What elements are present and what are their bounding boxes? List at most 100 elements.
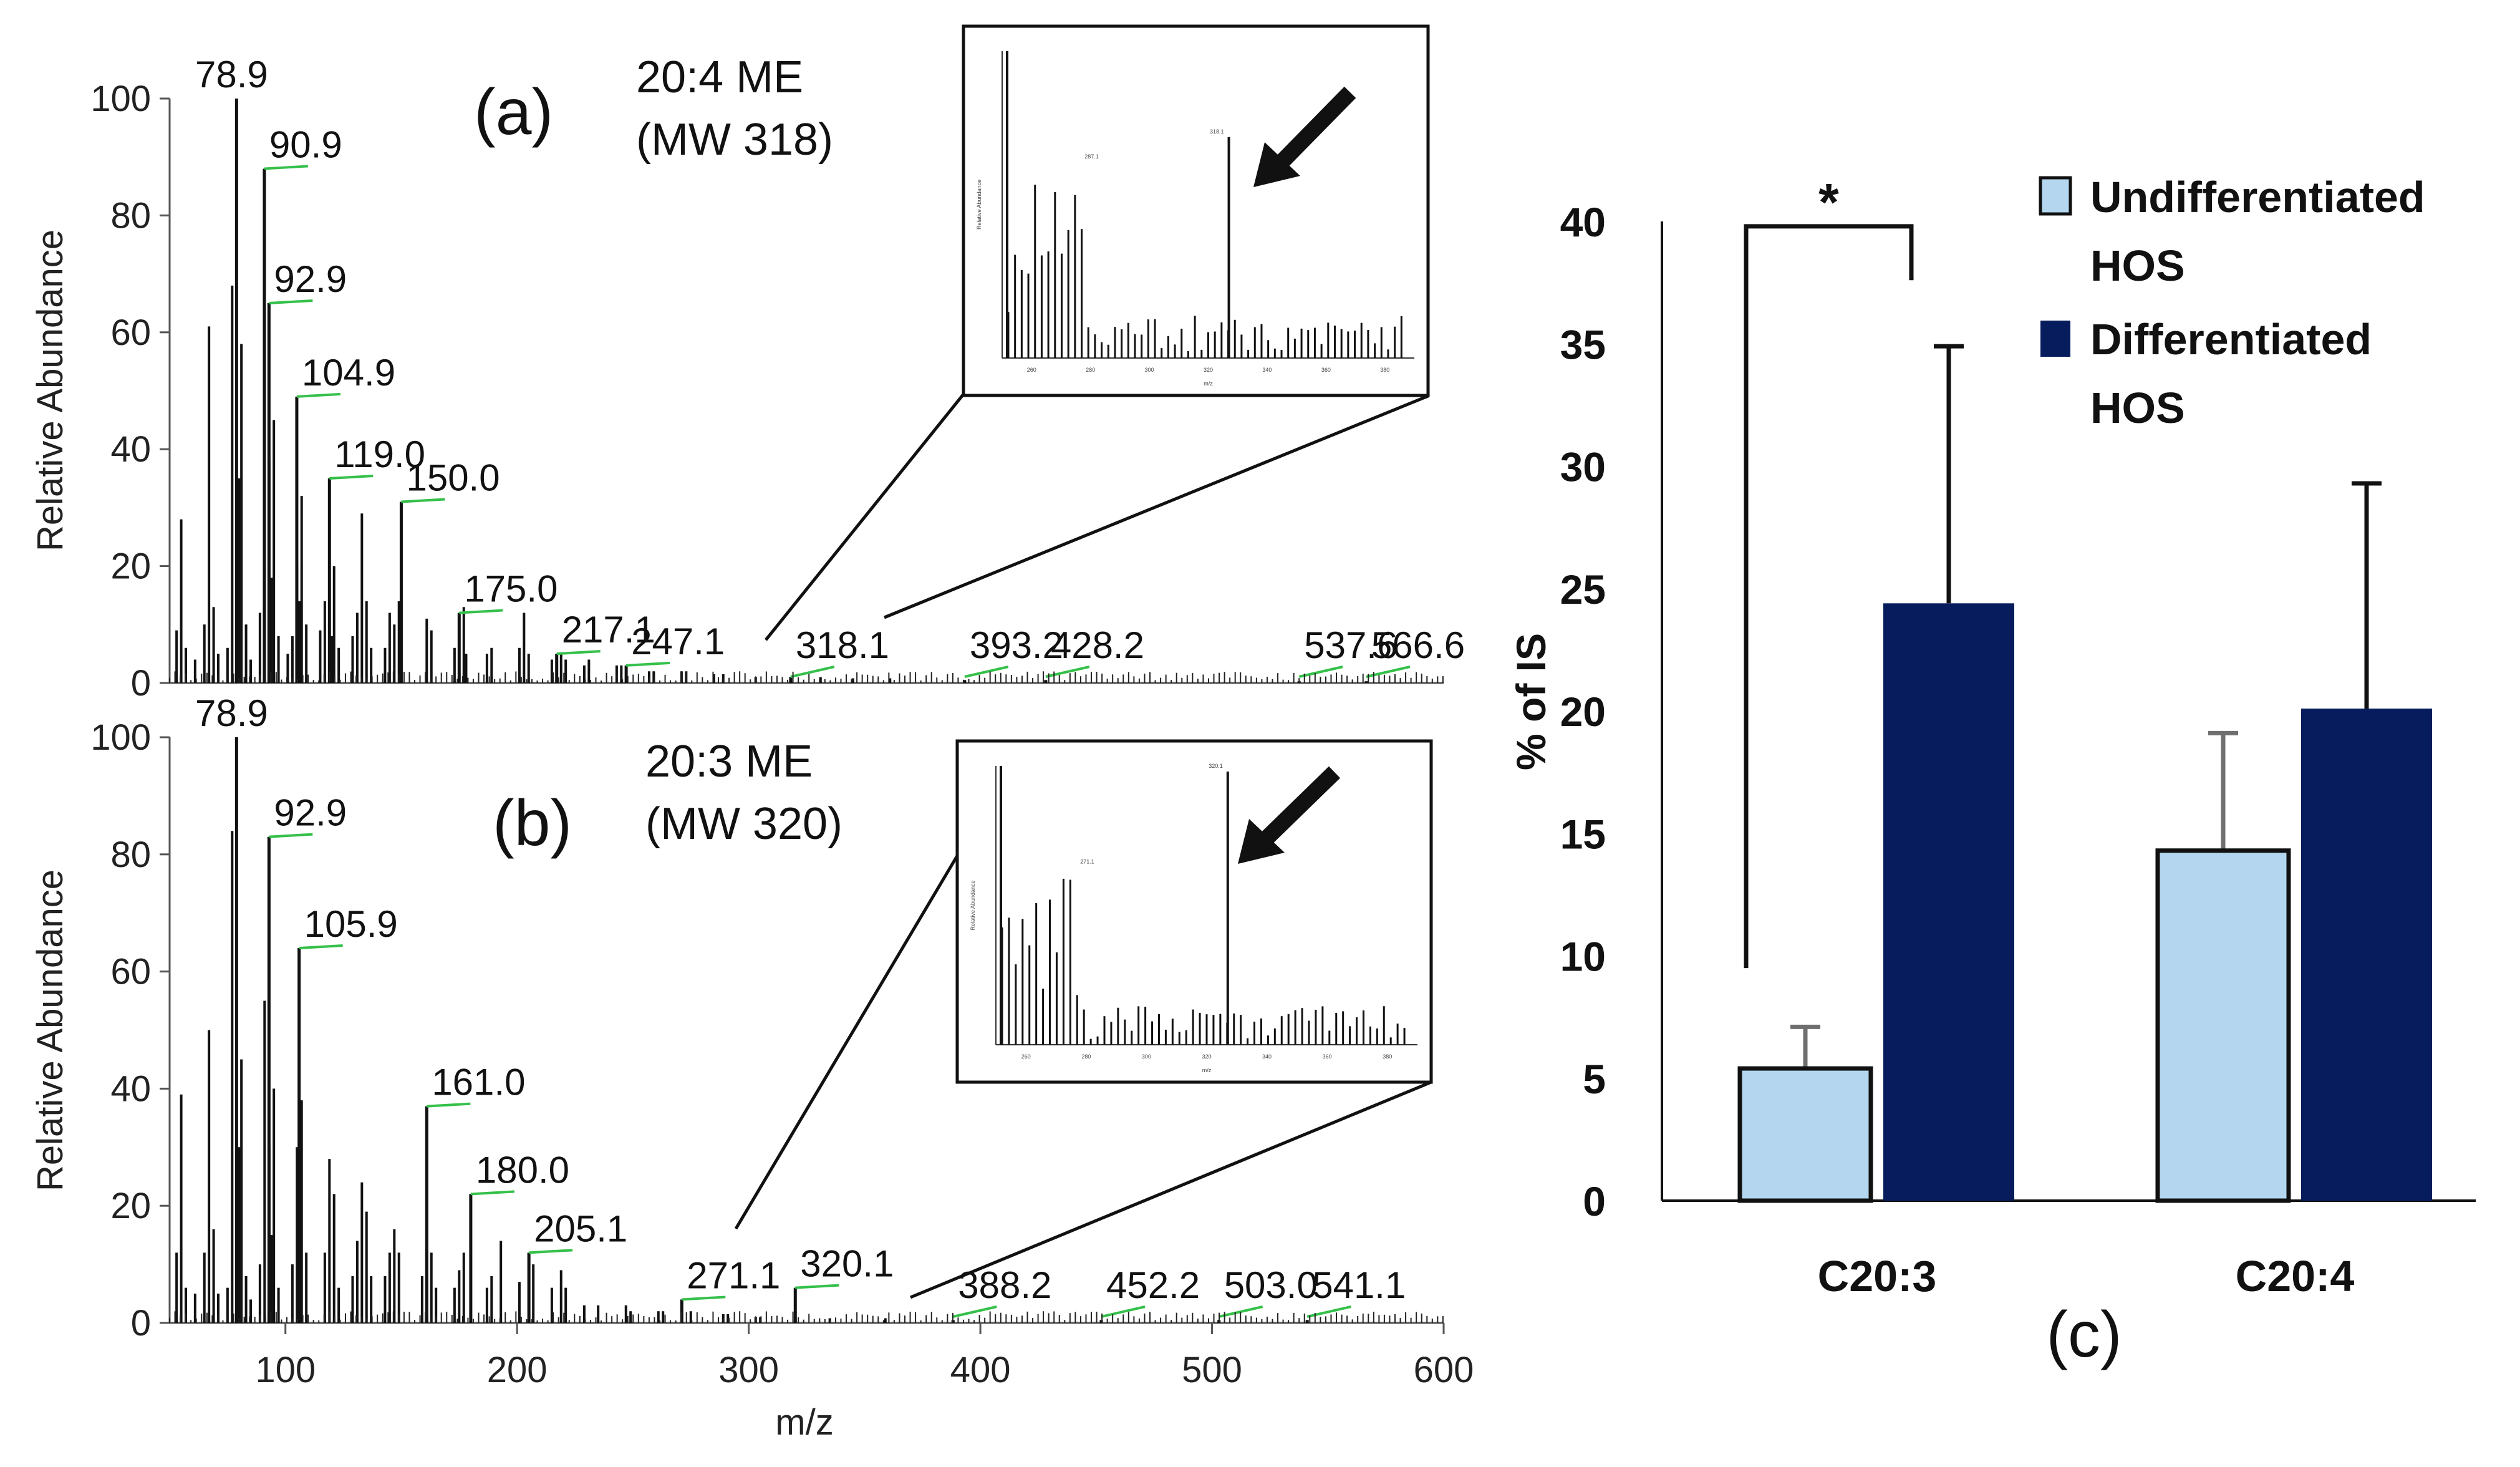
peak-label: 393.2 (970, 624, 1063, 666)
bar-C20:3-differentiated (1883, 603, 2014, 1201)
peak-label-leader (682, 1295, 726, 1301)
peak-label: 320.1 (800, 1243, 894, 1285)
panel-a-inset-arrow-icon (1253, 86, 1356, 187)
panel-b-xlabel: m/z (775, 1402, 833, 1443)
peak-label: 503.0 (1224, 1264, 1318, 1306)
peak-label: 175.0 (464, 568, 558, 610)
panel-b-baseline-noise (169, 1311, 1444, 1323)
inset-x-tick-label: 280 (1086, 367, 1095, 373)
panel-a-zoom-line-left (765, 393, 965, 641)
y-tick-label: 25 (1560, 566, 1606, 612)
panel-a-minor-peaks (175, 285, 892, 683)
inset-x-tick-label: 320 (1204, 367, 1213, 373)
peak-label: 78.9 (195, 54, 268, 95)
peak-label: 90.9 (269, 123, 342, 165)
x-tick-label: 500 (1182, 1350, 1242, 1390)
y-tick-label: 5 (1583, 1056, 1606, 1102)
spectrum-panel-b: 0 20 40 60 80 100 100 200 300 400 500 600 78.9 92.9… (30, 692, 1474, 1443)
y-tick-label: 20 (110, 1186, 151, 1226)
panel-b-inset-arrow-icon (1238, 766, 1341, 864)
panel-b-inset-frame (955, 739, 1433, 1084)
panel-c-category-labels: C20:3 C20:4 (1818, 1252, 2355, 1300)
peak-label: 271.1 (687, 1254, 780, 1296)
peak-label-leader (790, 666, 835, 678)
panel-b-zoom-line-right (910, 1080, 1432, 1299)
y-tick-label: 20 (1560, 689, 1606, 735)
peak-label-leader (459, 609, 503, 614)
inset-secondary-label: 271.1 (1080, 858, 1094, 864)
inset-x-tick-label: 360 (1323, 1053, 1332, 1060)
peak-label-leader (269, 833, 313, 838)
panel-b-inset-plot: 320.1 271.1 260 280 300 320 340 360 380 m/z Relati… (970, 763, 1417, 1073)
y-tick-label: 100 (90, 79, 151, 119)
panel-a-ylabel: Relative Abundance (30, 230, 70, 551)
y-tick-label: 20 (110, 546, 151, 587)
bar-C20:4-undifferentiated (2155, 848, 2291, 1203)
legend-label-differentiated-line1: Differentiated (2090, 315, 2372, 364)
inset-target-label: 318.1 (1210, 128, 1224, 135)
panel-b-ylabel: Relative Abundance (30, 869, 70, 1191)
inset-x-tick-label: 340 (1262, 1053, 1272, 1060)
y-tick-label: 60 (110, 312, 151, 353)
peak-label-leader (470, 1190, 515, 1196)
panel-b-x-ticks: 100 200 300 400 500 600 (255, 1323, 1474, 1390)
panel-a-y-ticks: 0 20 40 60 80 100 (90, 79, 170, 704)
panel-b-labeled-peaks: 78.9 92.9 105.9 161.0 180.0 205.1 271.1 320.1 38… (195, 692, 1406, 1323)
peak-label-leader (329, 475, 374, 480)
legend-label-undifferentiated-line2: HOS (2090, 241, 2185, 290)
inset-x-tick-label: 260 (1027, 367, 1036, 373)
x-tick-label: 300 (718, 1350, 779, 1390)
inset-secondary-label: 287.1 (1084, 153, 1099, 160)
y-tick-label: 60 (110, 952, 151, 992)
panel-b-minor-peaks (175, 831, 887, 1323)
panel-c-y-ticks: 0 5 10 15 20 25 30 35 40 (1560, 199, 1606, 1224)
inset-x-tick-label: 320 (1202, 1053, 1211, 1060)
legend-swatch-undifferentiated (2039, 176, 2072, 216)
peak-label: 247.1 (631, 621, 725, 662)
panel-a-inset: 318.1 287.1 260 280 300 320 340 360 380 m/z Relati… (962, 24, 1430, 397)
bar-C20:4-differentiated (2301, 709, 2432, 1201)
peak-label: 428.2 (1051, 624, 1144, 666)
y-tick-label: 0 (131, 663, 151, 704)
panel-a-subtitle: (MW 318) (636, 115, 833, 165)
peak-label: 119.0 (334, 433, 425, 475)
peak-label-leader (1366, 666, 1411, 678)
peak-label: 78.9 (195, 692, 268, 734)
panel-b-y-ticks: 0 20 40 60 80 100 (90, 717, 170, 1344)
peak-label: 150.0 (406, 457, 500, 499)
panel-b-subtitle: (MW 320) (645, 799, 842, 849)
significance-star: * (1818, 173, 1839, 231)
peak-label-leader (427, 1102, 471, 1108)
peak-label-leader (1306, 1305, 1351, 1318)
peak-label: 566.6 (1371, 624, 1465, 666)
inset-x-tick-label: 380 (1383, 1053, 1392, 1060)
inset-x-tick-label: 340 (1262, 367, 1272, 373)
peak-label: 180.0 (476, 1149, 569, 1191)
peak-label: 161.0 (432, 1062, 525, 1103)
peak-label-leader (626, 661, 670, 667)
spectrum-panel-a: 0 20 40 60 80 100 78.990.9 92.9 104.9 119.0150.0… (30, 24, 1465, 704)
peak-label-leader (401, 498, 445, 503)
peak-label-leader (529, 1249, 573, 1254)
y-tick-label: 40 (1560, 199, 1606, 245)
y-tick-label: 10 (1560, 934, 1606, 980)
inset-x-tick-label: 380 (1380, 367, 1389, 373)
panel-c-legend: Undifferentiated HOS Differentiated HOS (2039, 173, 2425, 432)
inset-target-label: 320.1 (1209, 763, 1223, 769)
panel-a-letter: (a) (474, 76, 553, 148)
peak-label-leader (1045, 666, 1090, 678)
peak-label-leader (296, 392, 341, 398)
inset-x-tick-label: 280 (1081, 1053, 1091, 1060)
inset-x-tick-label: 300 (1145, 367, 1154, 373)
peak-label-leader (964, 666, 1009, 678)
y-tick-label: 0 (1583, 1178, 1606, 1224)
y-tick-label: 80 (110, 835, 151, 875)
y-tick-label: 15 (1560, 811, 1606, 857)
panel-c-letter: (c) (2046, 1299, 2122, 1371)
x-tick-label: 200 (487, 1350, 548, 1390)
peak-label: 541.1 (1312, 1264, 1406, 1306)
panel-a-inset-plot: 318.1 287.1 260 280 300 320 340 360 380 m/z Relati… (976, 51, 1414, 387)
inset-xlabel: m/z (1202, 1067, 1212, 1073)
